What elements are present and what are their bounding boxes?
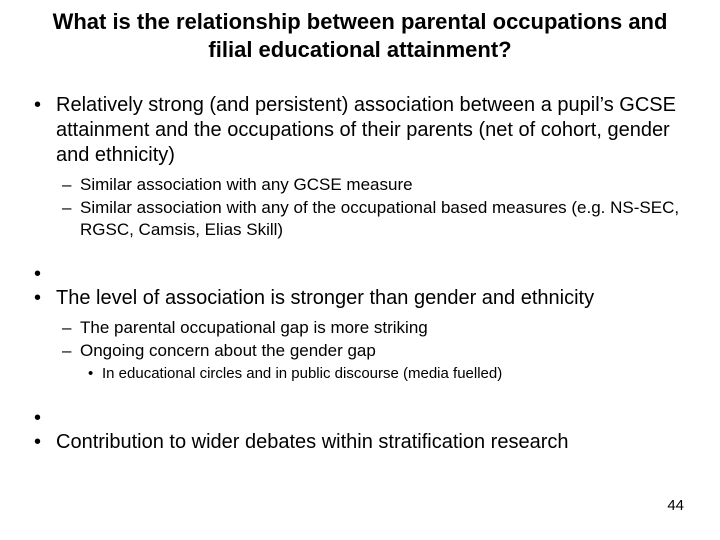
slide-title: What is the relationship between parenta…: [30, 8, 690, 63]
bullet-l1: Contribution to wider debates within str…: [30, 430, 690, 455]
bullet-l1: The level of association is stronger tha…: [30, 286, 690, 384]
bullet-list: Relatively strong (and persistent) assoc…: [30, 93, 690, 455]
bullet-text: Relatively strong (and persistent) assoc…: [56, 94, 676, 166]
bullet-text: Contribution to wider debates within str…: [56, 431, 568, 453]
page-number: 44: [667, 497, 684, 514]
bullet-text: Similar association with any GCSE measur…: [80, 175, 413, 194]
bullet-l1: Relatively strong (and persistent) assoc…: [30, 93, 690, 240]
bullet-text: The level of association is stronger tha…: [56, 287, 594, 309]
sub-list: Similar association with any GCSE measur…: [56, 174, 690, 240]
sub-list: The parental occupational gap is more st…: [56, 317, 690, 384]
bullet-text: Similar association with any of the occu…: [80, 198, 679, 238]
spacer: [30, 262, 690, 280]
sub-sub-list: In educational circles and in public dis…: [80, 365, 690, 384]
bullet-l2: Similar association with any GCSE measur…: [56, 174, 690, 195]
bullet-text: Ongoing concern about the gender gap: [80, 341, 376, 360]
bullet-l2: Ongoing concern about the gender gap In …: [56, 340, 690, 384]
slide: What is the relationship between parenta…: [0, 0, 720, 540]
bullet-text: The parental occupational gap is more st…: [80, 318, 428, 337]
bullet-l2: Similar association with any of the occu…: [56, 197, 690, 240]
spacer: [30, 406, 690, 424]
bullet-text: In educational circles and in public dis…: [102, 365, 502, 382]
bullet-l2: The parental occupational gap is more st…: [56, 317, 690, 338]
bullet-l3: In educational circles and in public dis…: [80, 365, 690, 384]
